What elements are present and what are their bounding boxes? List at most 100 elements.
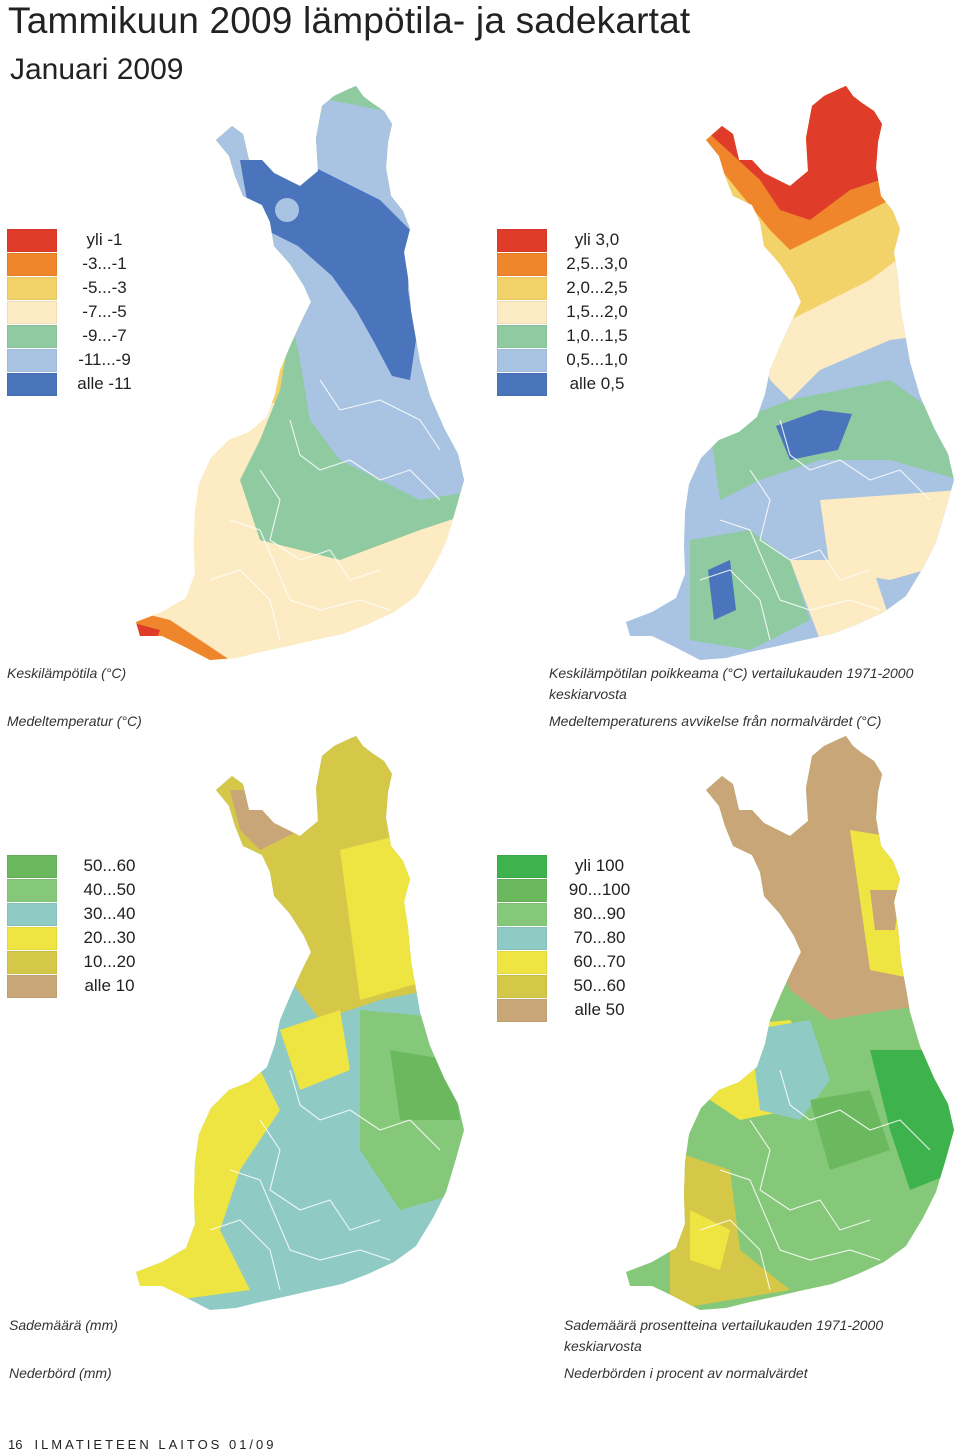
caption-temperature-anomaly-fi-line2: keskiarvosta <box>549 686 627 702</box>
caption-temperature-anomaly-sv: Medeltemperaturens avvikelse från normal… <box>549 713 882 729</box>
legend-swatch <box>497 300 547 324</box>
page-number: 16 <box>8 1437 23 1452</box>
legend-item: alle -11 <box>7 372 152 396</box>
legend-label: 0,5...1,0 <box>566 350 628 369</box>
legend-temperature-anomaly: yli 3,0 2,5...3,0 2,0...2,5 1,5...2,0 1,0...… <box>497 228 647 396</box>
legend-swatch <box>7 854 57 878</box>
map-mean-temperature <box>136 86 464 660</box>
caption-mean-temperature-fi: Keskilämpötila (°C) <box>7 665 127 681</box>
legend-swatch <box>497 252 547 276</box>
legend-label: 90...100 <box>568 880 631 899</box>
legend-swatch <box>497 950 547 974</box>
legend-item: 0,5...1,0 <box>497 348 647 372</box>
legend-label: 1,5...2,0 <box>566 302 628 321</box>
page-subtitle: Januari 2009 <box>10 53 184 86</box>
legend-label: yli 3,0 <box>574 230 620 249</box>
legend-label: alle 10 <box>84 976 135 995</box>
legend-swatch <box>7 372 57 396</box>
legend-label: 2,0...2,5 <box>566 278 628 297</box>
legend-swatch <box>497 998 547 1022</box>
legend-swatch <box>7 228 57 252</box>
legend-swatch <box>7 252 57 276</box>
legend-item: yli 3,0 <box>497 228 647 252</box>
map-precipitation <box>136 736 464 1310</box>
legend-label: -11...-9 <box>78 350 131 369</box>
legend-item: alle 10 <box>7 974 162 998</box>
legend-item: -7...-5 <box>7 300 152 324</box>
legend-label: 2,5...3,0 <box>566 254 628 273</box>
legend-item: -3...-1 <box>7 252 152 276</box>
legend-swatch <box>497 902 547 926</box>
caption-mean-temperature-sv: Medeltemperatur (°C) <box>7 713 142 729</box>
legend-precipitation: 50...60 40...50 30...40 20...30 10...20 alle … <box>7 854 162 998</box>
legend-item: -9...-7 <box>7 324 152 348</box>
legend-label: -5...-3 <box>82 278 127 297</box>
legend-label: 70...80 <box>573 928 626 947</box>
legend-label: -7...-5 <box>82 302 127 321</box>
legend-item: alle 50 <box>497 998 652 1022</box>
caption-precipitation-fi: Sademäärä (mm) <box>9 1317 118 1333</box>
legend-label: 1,0...1,5 <box>566 326 628 345</box>
legend-label: 40...50 <box>83 880 136 899</box>
legend-swatch <box>7 974 57 998</box>
legend-item: -11...-9 <box>7 348 152 372</box>
legend-item: 50...60 <box>497 974 652 998</box>
legend-swatch <box>497 974 547 998</box>
legend-label: 50...60 <box>83 856 136 875</box>
caption-precipitation-percent-sv: Nederbörden i procent av normalvärdet <box>564 1365 808 1381</box>
legend-swatch <box>7 950 57 974</box>
legend-swatch <box>7 348 57 372</box>
legend-precipitation-percent: yli 100 90...100 80...90 70...80 60...70 50..… <box>497 854 652 1022</box>
legend-label: 20...30 <box>83 928 136 947</box>
legend-label: alle -11 <box>77 374 132 393</box>
legend-item: 2,5...3,0 <box>497 252 647 276</box>
legend-item: 40...50 <box>7 878 162 902</box>
legend-mean-temperature: yli -1 -3...-1 -5...-3 -7...-5 -9...-7 -11...… <box>7 228 152 396</box>
legend-swatch <box>497 854 547 878</box>
legend-item: yli -1 <box>7 228 152 252</box>
legend-label: 60...70 <box>573 952 626 971</box>
map-precipitation-percent <box>626 736 954 1310</box>
legend-item: 90...100 <box>497 878 652 902</box>
legend-label: 30...40 <box>83 904 136 923</box>
legend-item: 30...40 <box>7 902 162 926</box>
legend-swatch <box>7 276 57 300</box>
caption-precipitation-percent-fi: Sademäärä prosentteina vertailukauden 19… <box>564 1317 884 1333</box>
legend-label: 10...20 <box>83 952 136 971</box>
legend-swatch <box>497 276 547 300</box>
legend-item: 60...70 <box>497 950 652 974</box>
legend-item: -5...-3 <box>7 276 152 300</box>
legend-item: 50...60 <box>7 854 162 878</box>
legend-item: 20...30 <box>7 926 162 950</box>
page-title: Tammikuun 2009 lämpötila- ja sadekartat <box>8 0 691 41</box>
legend-swatch <box>497 228 547 252</box>
legend-swatch <box>497 926 547 950</box>
publication-name: ILMATIETEEN LAITOS 01/09 <box>34 1437 277 1452</box>
legend-swatch <box>497 372 547 396</box>
legend-item: 1,5...2,0 <box>497 300 647 324</box>
legend-item: alle 0,5 <box>497 372 647 396</box>
legend-swatch <box>497 878 547 902</box>
legend-swatch <box>7 926 57 950</box>
legend-label: 80...90 <box>573 904 626 923</box>
map-temperature-anomaly <box>626 86 954 660</box>
legend-item: 10...20 <box>7 950 162 974</box>
legend-label: -9...-7 <box>82 326 127 345</box>
caption-precipitation-sv: Nederbörd (mm) <box>9 1365 112 1381</box>
legend-swatch <box>7 878 57 902</box>
legend-label: 50...60 <box>573 976 626 995</box>
legend-item: 70...80 <box>497 926 652 950</box>
legend-label: yli 100 <box>574 856 625 875</box>
legend-label: yli -1 <box>86 230 123 249</box>
legend-label: -3...-1 <box>82 254 127 273</box>
legend-label: alle 0,5 <box>569 374 625 393</box>
legend-swatch <box>7 902 57 926</box>
legend-swatch <box>497 324 547 348</box>
legend-swatch <box>7 300 57 324</box>
legend-label: alle 50 <box>574 1000 625 1019</box>
legend-item: 1,0...1,5 <box>497 324 647 348</box>
legend-item: 2,0...2,5 <box>497 276 647 300</box>
legend-item: yli 100 <box>497 854 652 878</box>
legend-swatch <box>7 324 57 348</box>
caption-temperature-anomaly-fi: Keskilämpötilan poikkeama (°C) vertailuk… <box>549 665 914 681</box>
